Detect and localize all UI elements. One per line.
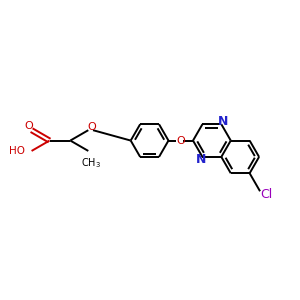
Text: N: N bbox=[195, 153, 206, 166]
Text: Cl: Cl bbox=[260, 188, 273, 201]
Text: O: O bbox=[88, 122, 97, 132]
Text: N: N bbox=[218, 115, 228, 128]
Text: CH$_3$: CH$_3$ bbox=[81, 157, 101, 170]
Text: O: O bbox=[24, 122, 33, 131]
Text: O: O bbox=[176, 136, 185, 146]
Text: HO: HO bbox=[9, 146, 25, 156]
